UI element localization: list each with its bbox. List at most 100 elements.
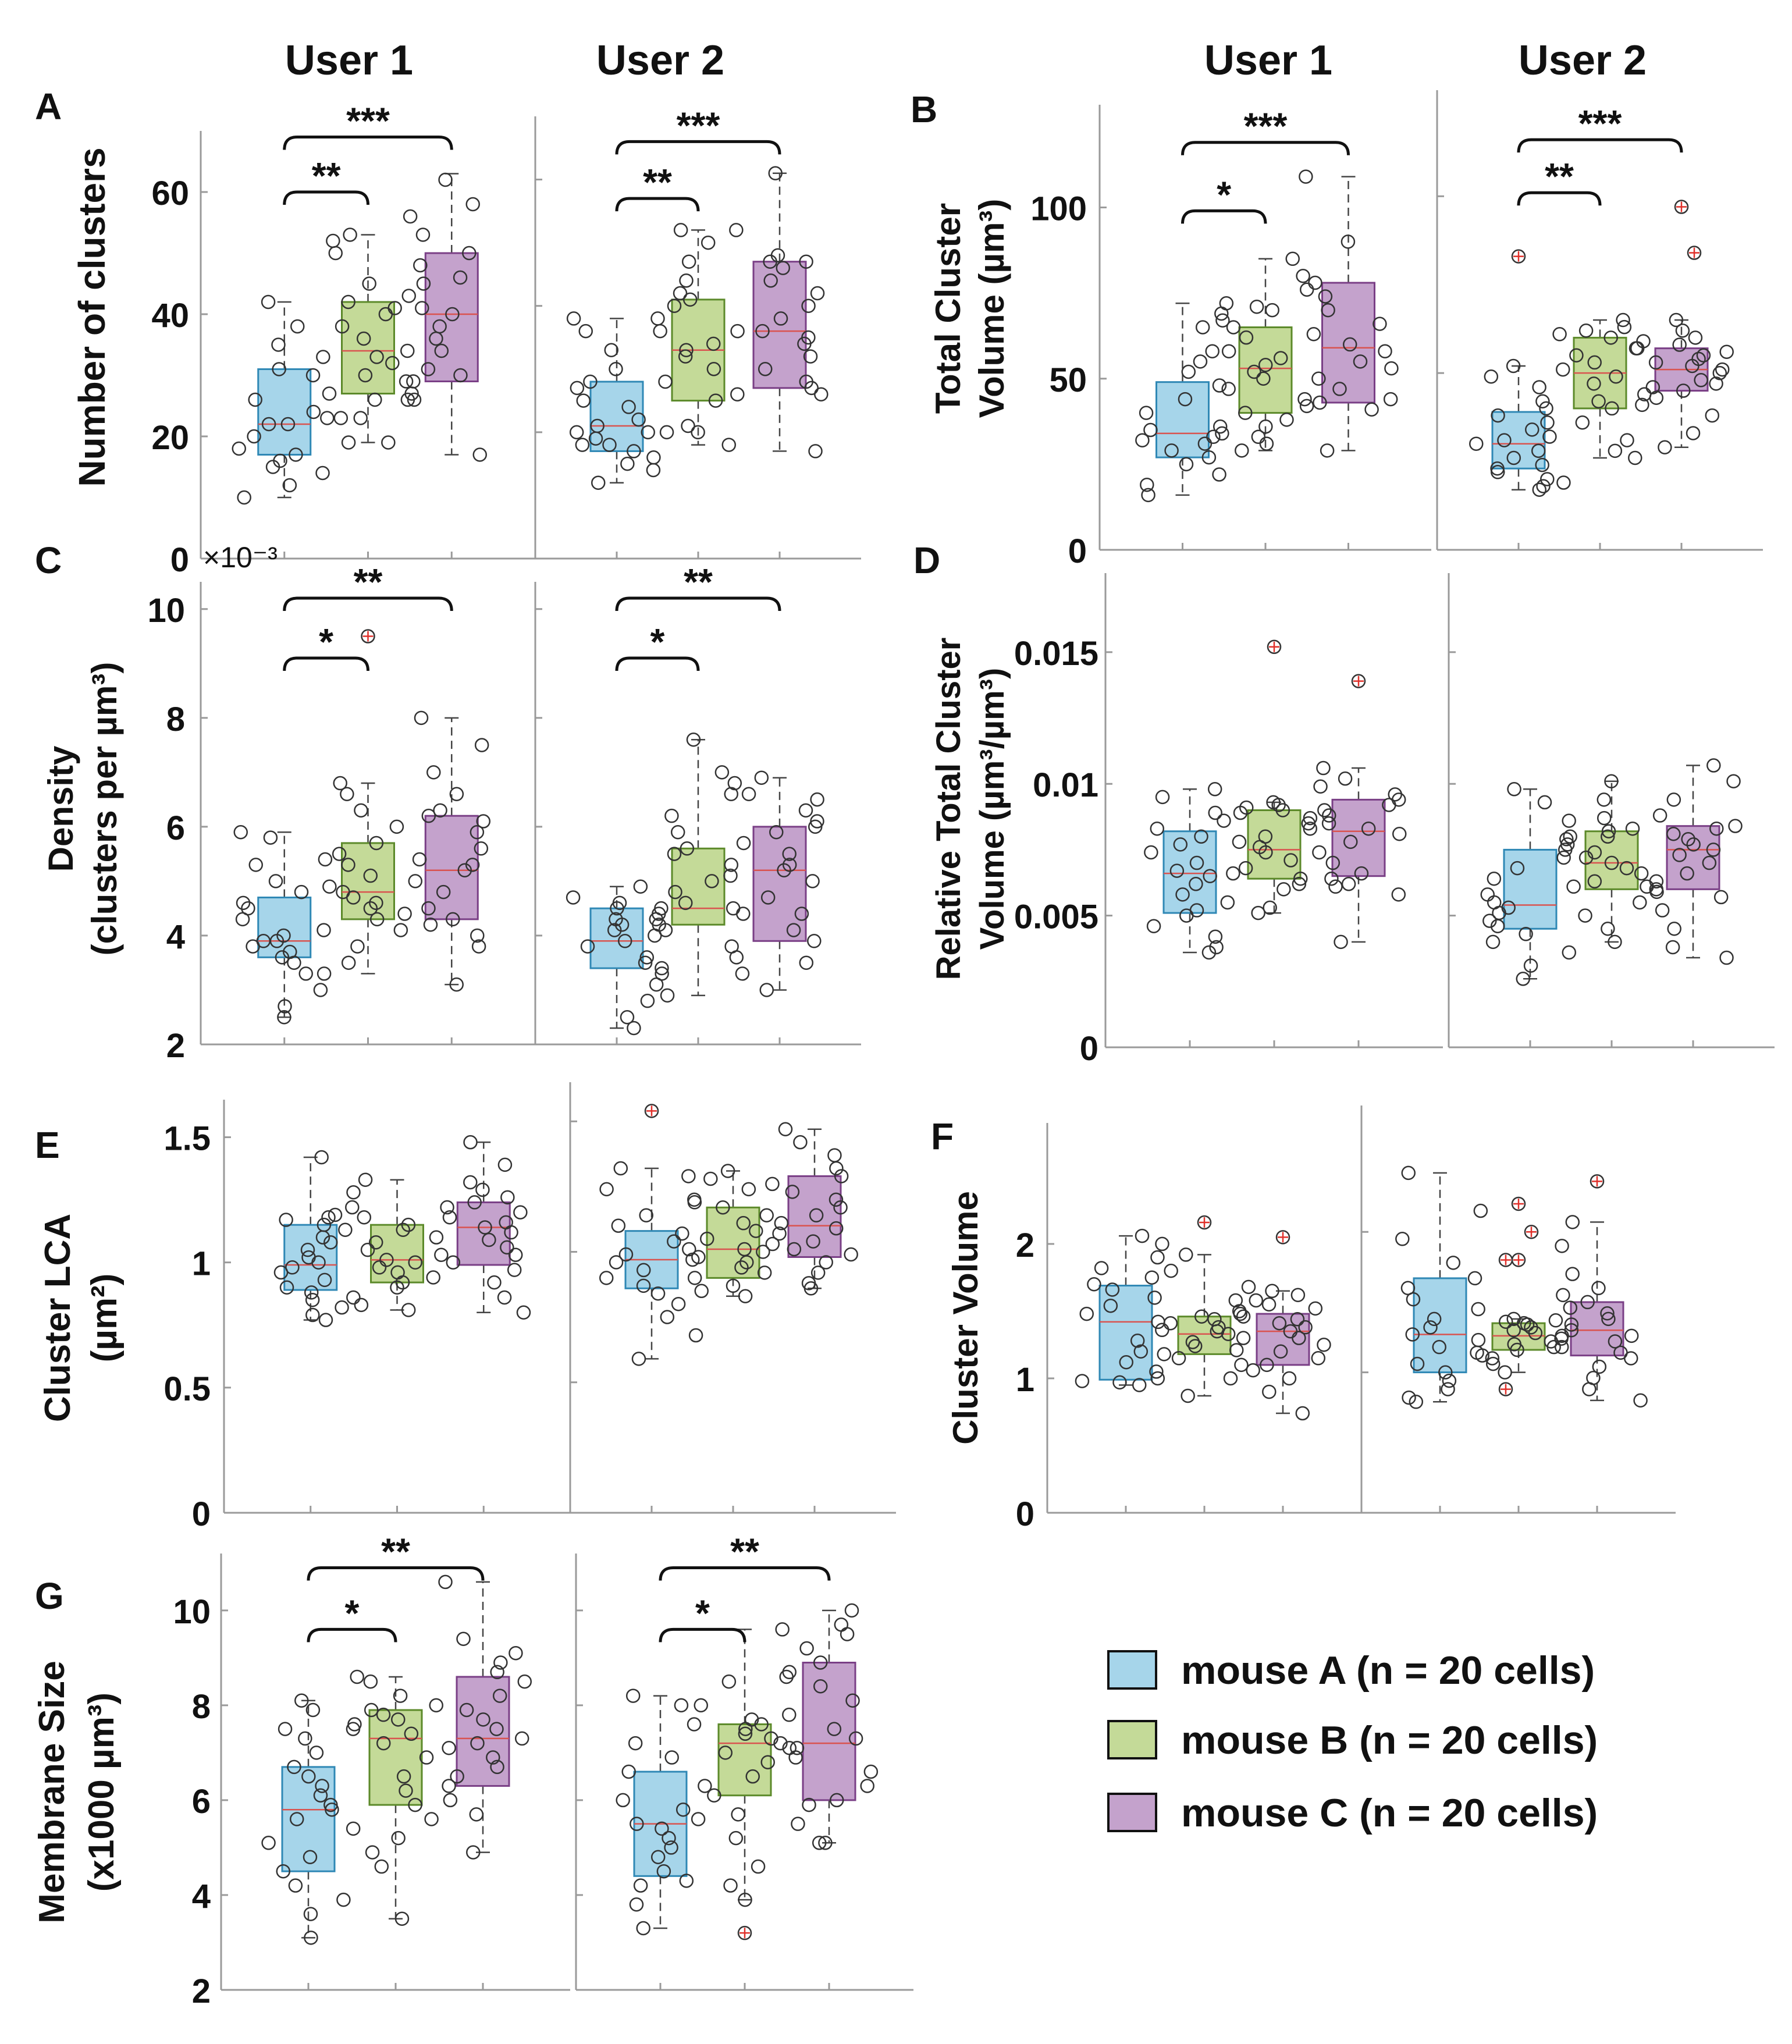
- y-tick-label: 0: [170, 541, 189, 579]
- data-point: [749, 1224, 763, 1238]
- box-mouse-C: [727, 770, 824, 997]
- data-point: [776, 261, 791, 275]
- data-point: [807, 934, 822, 948]
- data-point: [1150, 1371, 1165, 1386]
- data-point: [1604, 855, 1619, 870]
- data-point: [1373, 317, 1387, 331]
- data-point: [1523, 958, 1538, 973]
- data-point: [794, 907, 809, 921]
- data-point: [782, 1665, 797, 1680]
- data-point: [736, 1215, 751, 1231]
- data-point: [1155, 790, 1170, 805]
- data-point: [1427, 1311, 1442, 1327]
- box-iqr: [802, 1662, 856, 1801]
- data-point: [782, 1707, 797, 1722]
- data-point: [465, 858, 480, 872]
- data-point: [1135, 433, 1150, 447]
- data-point: [1569, 348, 1584, 363]
- data-point: [305, 1292, 320, 1307]
- data-point: [1608, 934, 1622, 950]
- data-point: [500, 1190, 515, 1205]
- box-iqr: [706, 1206, 760, 1279]
- data-point: [609, 912, 623, 927]
- y-tick-label: 2: [166, 1027, 185, 1065]
- data-point: [416, 276, 431, 291]
- data-point: [1211, 1320, 1226, 1335]
- data-point: [338, 1222, 353, 1238]
- data-point: [765, 1236, 780, 1252]
- data-point: [336, 1892, 351, 1907]
- y-tick-label: 6: [192, 1783, 211, 1821]
- data-point: [317, 966, 332, 981]
- significance-bracket: [283, 136, 453, 150]
- data-point: [706, 362, 721, 376]
- data-point: [486, 1750, 500, 1765]
- data-point: [1709, 376, 1723, 391]
- data-point: [275, 950, 290, 965]
- box-iqr: [368, 1709, 423, 1806]
- y-tick-label: 1: [192, 1245, 211, 1283]
- box-mouse-C: [782, 1603, 879, 1850]
- data-point: [1608, 1334, 1623, 1349]
- data-point: [1208, 805, 1222, 820]
- data-point: [655, 966, 669, 981]
- data-point: [1311, 1351, 1326, 1366]
- data-point: [682, 292, 698, 307]
- y-tick-label: 0: [1080, 1030, 1098, 1068]
- box-iqr: [283, 1224, 338, 1291]
- data-point: [1484, 369, 1499, 384]
- box-iqr: [424, 252, 479, 382]
- data-point: [1205, 344, 1219, 358]
- data-point: [726, 901, 741, 916]
- data-point: [1238, 406, 1253, 420]
- legend-swatch-0: [1107, 1650, 1157, 1690]
- data-point: [321, 1210, 336, 1225]
- data-point: [599, 1271, 614, 1285]
- data-point: [1292, 877, 1307, 891]
- data-point: [442, 1740, 456, 1755]
- data-point: [668, 884, 682, 900]
- data-point: [1229, 1343, 1244, 1357]
- data-point: [1564, 1323, 1579, 1338]
- data-point: [305, 368, 321, 383]
- data-point: [475, 1182, 490, 1197]
- significance-bracket: [659, 1627, 746, 1643]
- data-point: [1525, 422, 1539, 437]
- data-point: [1409, 1395, 1424, 1409]
- data-point: [442, 1779, 456, 1793]
- y-axis-label-e-0: Cluster LCA: [38, 1214, 78, 1422]
- data-point: [660, 988, 675, 1003]
- subplot-g-2: ***: [575, 1530, 913, 1991]
- data-point: [429, 1230, 444, 1245]
- data-point: [1260, 1357, 1274, 1373]
- data-point: [1601, 829, 1615, 844]
- data-point: [450, 1769, 464, 1784]
- data-point: [403, 209, 418, 224]
- data-point: [401, 1217, 416, 1232]
- data-point: [341, 294, 355, 310]
- data-point: [1556, 362, 1570, 377]
- data-point: [1546, 1339, 1561, 1355]
- data-point: [599, 1182, 614, 1197]
- data-point: [706, 336, 721, 351]
- significance-bracket: [283, 596, 453, 612]
- data-point: [508, 1247, 523, 1263]
- significance-bracket: [307, 1566, 485, 1581]
- y-tick-label: 50: [1049, 361, 1087, 399]
- data-point: [1189, 903, 1204, 918]
- data-point: [1341, 234, 1356, 249]
- significance-label: **: [730, 1530, 759, 1572]
- data-point: [773, 311, 788, 326]
- data-point: [1485, 1356, 1501, 1371]
- outlier-point: [1511, 249, 1526, 264]
- outlier-point: [1498, 1382, 1513, 1396]
- data-point: [730, 324, 745, 339]
- data-point: [393, 1688, 408, 1703]
- data-point: [1401, 1165, 1416, 1181]
- data-point: [698, 1779, 712, 1793]
- data-point: [279, 1280, 294, 1295]
- data-point: [1236, 1331, 1251, 1345]
- data-point: [621, 400, 636, 414]
